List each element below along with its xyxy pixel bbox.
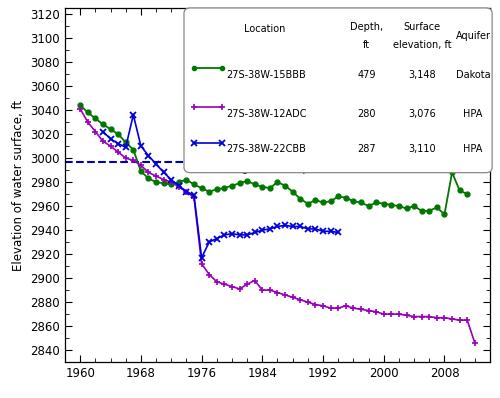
Text: Depth,: Depth,: [350, 22, 384, 32]
Text: Location: Location: [244, 24, 286, 34]
Text: 27S-38W-15BBB: 27S-38W-15BBB: [226, 70, 306, 80]
Text: Base of High Plains aquifer at well in sec. 15: Base of High Plains aquifer at well in s…: [189, 164, 421, 174]
Text: 287: 287: [358, 144, 376, 154]
Text: elevation, ft: elevation, ft: [392, 40, 452, 50]
FancyBboxPatch shape: [184, 8, 492, 173]
Text: 3,076: 3,076: [408, 109, 436, 119]
Text: HPA: HPA: [464, 109, 482, 119]
Text: Dakota: Dakota: [456, 70, 490, 80]
Text: 3,110: 3,110: [408, 144, 436, 154]
Text: Aquifer: Aquifer: [456, 31, 490, 41]
Y-axis label: Elevation of water surface, ft: Elevation of water surface, ft: [12, 100, 24, 271]
Text: ft: ft: [363, 40, 370, 50]
Text: Surface: Surface: [404, 22, 440, 32]
Text: 27S-38W-12ADC: 27S-38W-12ADC: [226, 109, 307, 119]
Text: 27S-38W-22CBB: 27S-38W-22CBB: [226, 144, 306, 154]
Text: 479: 479: [358, 70, 376, 80]
Text: 3,148: 3,148: [408, 70, 436, 80]
Text: 280: 280: [358, 109, 376, 119]
Text: HPA: HPA: [464, 144, 482, 154]
